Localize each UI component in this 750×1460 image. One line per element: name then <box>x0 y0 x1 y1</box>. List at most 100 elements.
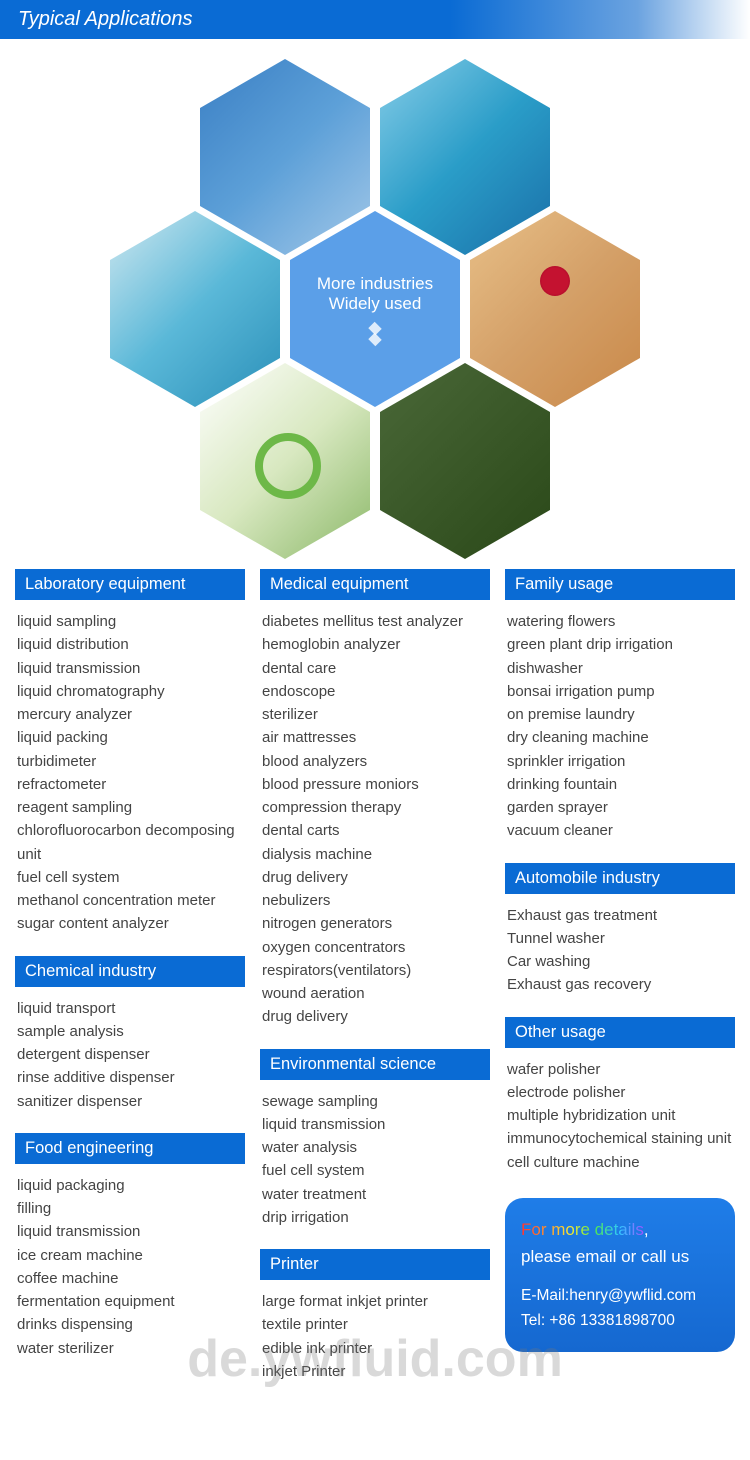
list-item: drinking fountain <box>507 773 733 796</box>
section-items: liquid transportsample analysisdetergent… <box>15 993 245 1119</box>
section-header: Printer <box>260 1249 490 1280</box>
column-2: Medical equipment diabetes mellitus test … <box>260 569 490 1389</box>
list-item: liquid transmission <box>17 1220 243 1243</box>
list-item: ice cream machine <box>17 1244 243 1267</box>
list-item: sterilizer <box>262 703 488 726</box>
contact-tel: Tel: +86 13381898700 <box>521 1309 719 1334</box>
list-item: wafer polisher <box>507 1058 733 1081</box>
list-item: respirators(ventilators) <box>262 959 488 982</box>
section-items: liquid packagingfillingliquid transmissi… <box>15 1170 245 1366</box>
section-header: Food engineering <box>15 1133 245 1164</box>
list-item: mercury analyzer <box>17 703 243 726</box>
section-header: Other usage <box>505 1017 735 1048</box>
list-item: drug delivery <box>262 866 488 889</box>
list-item: dry cleaning machine <box>507 726 733 749</box>
list-item: liquid transmission <box>17 657 243 680</box>
list-item: hemoglobin analyzer <box>262 633 488 656</box>
hex-image-sprinkler <box>380 363 550 559</box>
column-3: Family usage watering flowersgreen plant … <box>505 569 735 1389</box>
hex-image-recycle <box>200 363 370 559</box>
list-item: inkjet Printer <box>262 1360 488 1383</box>
list-item: liquid distribution <box>17 633 243 656</box>
section-items: large format inkjet printertextile print… <box>260 1286 490 1389</box>
list-item: water sterilizer <box>17 1337 243 1360</box>
list-item: dialysis machine <box>262 843 488 866</box>
hex-hero: More industries Widely used <box>0 59 750 559</box>
column-1: Laboratory equipmentliquid samplingliqui… <box>15 569 245 1389</box>
list-item: Exhaust gas recovery <box>507 973 733 996</box>
section-header: Medical equipment <box>260 569 490 600</box>
list-item: water analysis <box>262 1136 488 1159</box>
list-item: immunocytochemical staining unit <box>507 1127 733 1150</box>
list-item: sprinkler irrigation <box>507 750 733 773</box>
list-item: cell culture machine <box>507 1151 733 1174</box>
hex-center-line1: More industries <box>317 274 433 294</box>
hex-center: More industries Widely used <box>290 211 460 407</box>
list-item: fuel cell system <box>262 1159 488 1182</box>
list-item: nitrogen generators <box>262 912 488 935</box>
list-item: sanitizer dispenser <box>17 1090 243 1113</box>
list-item: wound aeration <box>262 982 488 1005</box>
section-items: Exhaust gas treatmentTunnel washerCar wa… <box>505 900 735 1003</box>
list-item: sewage sampling <box>262 1090 488 1113</box>
section-header: Automobile industry <box>505 863 735 894</box>
section-items: diabetes mellitus test analyzerhemoglobi… <box>260 606 490 1035</box>
list-item: green plant drip irrigation <box>507 633 733 656</box>
hex-image-flask <box>110 211 280 407</box>
contact-cta: For more details,please email or call us <box>521 1216 719 1270</box>
list-item: Exhaust gas treatment <box>507 904 733 927</box>
hex-image-beaker <box>380 59 550 255</box>
list-item: air mattresses <box>262 726 488 749</box>
list-item: dental care <box>262 657 488 680</box>
list-item: oxygen concentrators <box>262 936 488 959</box>
list-item: blood pressure moniors <box>262 773 488 796</box>
list-item: blood analyzers <box>262 750 488 773</box>
list-item: detergent dispenser <box>17 1043 243 1066</box>
list-item: water treatment <box>262 1183 488 1206</box>
list-item: fuel cell system <box>17 866 243 889</box>
list-item: rinse additive dispenser <box>17 1066 243 1089</box>
diamond-icon <box>365 324 385 344</box>
list-item: turbidimeter <box>17 750 243 773</box>
list-item: coffee machine <box>17 1267 243 1290</box>
list-item: edible ink printer <box>262 1337 488 1360</box>
list-item: fermentation equipment <box>17 1290 243 1313</box>
page-title: Typical Applications <box>0 0 750 39</box>
section-header: Family usage <box>505 569 735 600</box>
list-item: liquid packing <box>17 726 243 749</box>
list-item: dishwasher <box>507 657 733 680</box>
columns-container: Laboratory equipmentliquid samplingliqui… <box>0 559 750 1409</box>
section-items: sewage samplingliquid transmissionwater … <box>260 1086 490 1236</box>
list-item: liquid transmission <box>262 1113 488 1136</box>
list-item: chlorofluorocarbon decomposing unit <box>17 819 243 866</box>
list-item: sugar content analyzer <box>17 912 243 935</box>
list-item: Car washing <box>507 950 733 973</box>
list-item: on premise laundry <box>507 703 733 726</box>
list-item: methanol concentration meter <box>17 889 243 912</box>
contact-email: E-Mail:henry@ywflid.com <box>521 1284 719 1309</box>
list-item: electrode polisher <box>507 1081 733 1104</box>
list-item: diabetes mellitus test analyzer <box>262 610 488 633</box>
hex-image-medical <box>200 59 370 255</box>
list-item: filling <box>17 1197 243 1220</box>
section-header: Chemical industry <box>15 956 245 987</box>
hex-center-line2: Widely used <box>329 294 422 314</box>
list-item: dental carts <box>262 819 488 842</box>
list-item: drug delivery <box>262 1005 488 1028</box>
section-items: wafer polisherelectrode polishermultiple… <box>505 1054 735 1180</box>
section-items: watering flowersgreen plant drip irrigat… <box>505 606 735 849</box>
list-item: large format inkjet printer <box>262 1290 488 1313</box>
list-item: liquid packaging <box>17 1174 243 1197</box>
list-item: multiple hybridization unit <box>507 1104 733 1127</box>
hex-image-food <box>470 211 640 407</box>
list-item: watering flowers <box>507 610 733 633</box>
list-item: refractometer <box>17 773 243 796</box>
list-item: liquid chromatography <box>17 680 243 703</box>
list-item: sample analysis <box>17 1020 243 1043</box>
list-item: vacuum cleaner <box>507 819 733 842</box>
list-item: endoscope <box>262 680 488 703</box>
list-item: liquid sampling <box>17 610 243 633</box>
list-item: compression therapy <box>262 796 488 819</box>
list-item: garden sprayer <box>507 796 733 819</box>
list-item: liquid transport <box>17 997 243 1020</box>
